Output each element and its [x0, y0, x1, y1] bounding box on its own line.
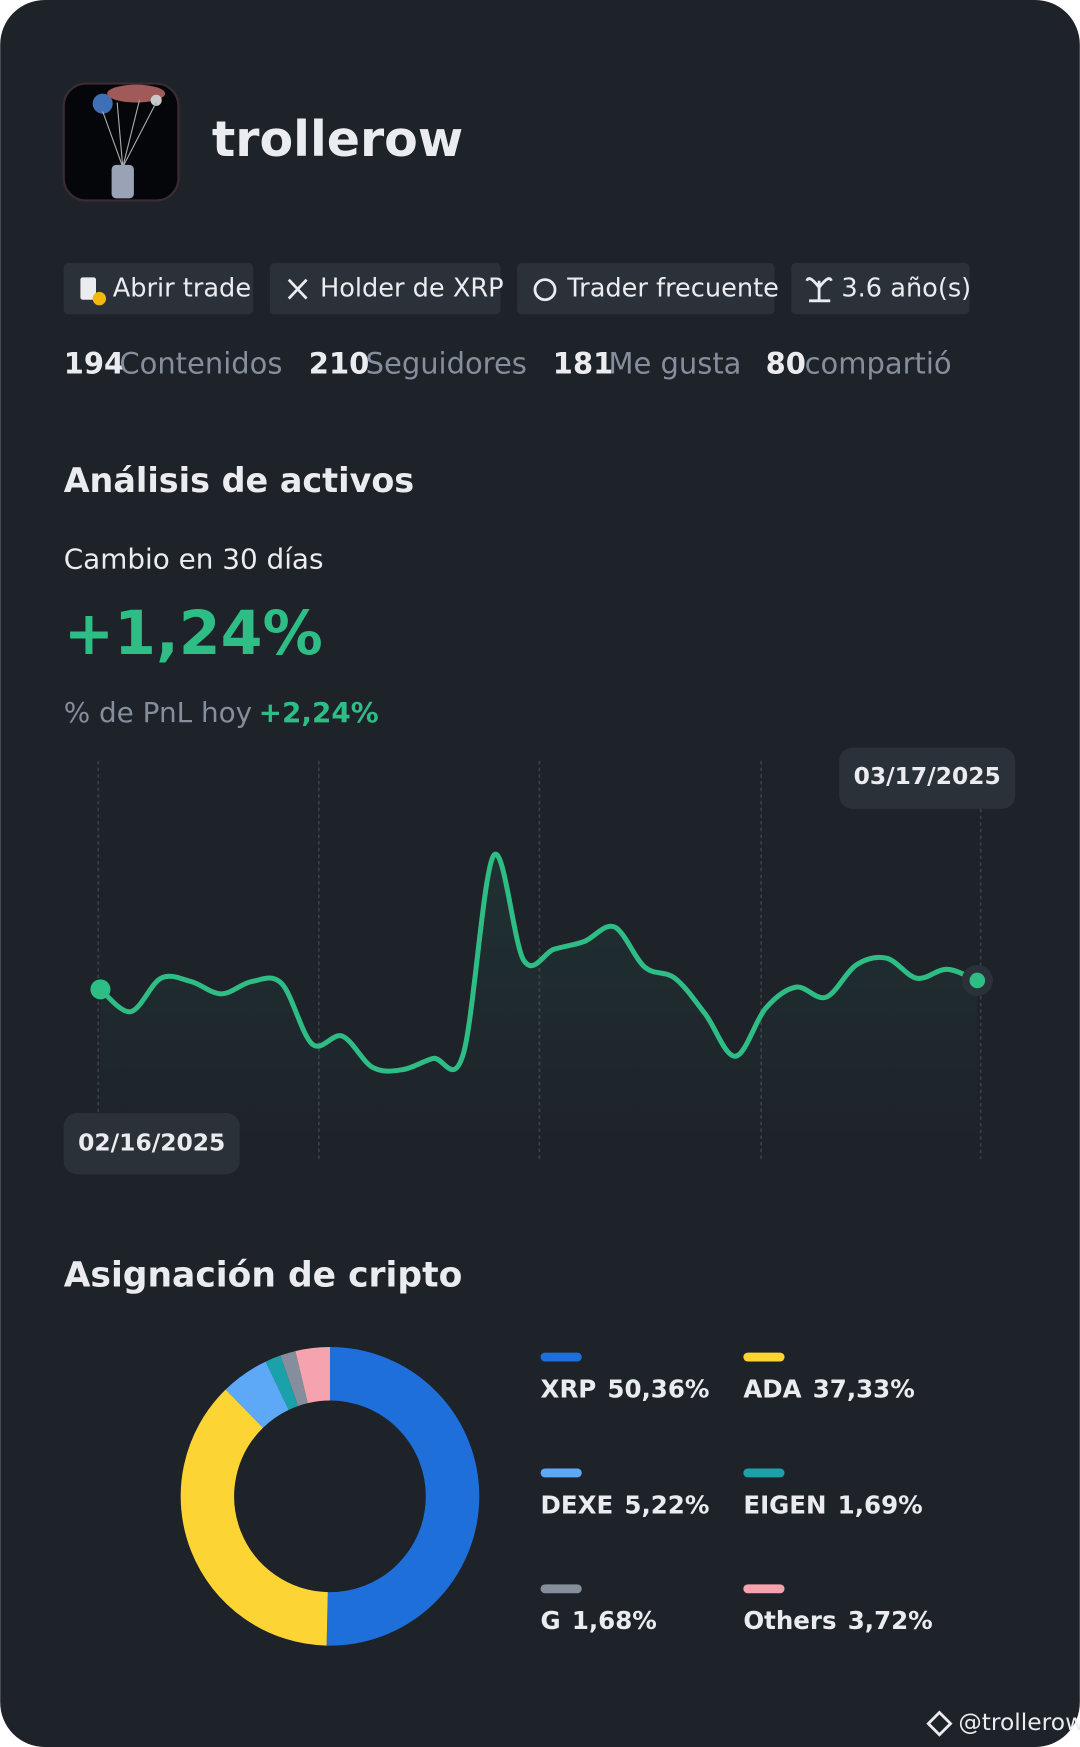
- legend-value: 3,72%: [848, 1606, 933, 1635]
- stat-label: Seguidores: [366, 346, 527, 380]
- badge-icon: [80, 277, 97, 300]
- stat-value: 194: [64, 346, 124, 380]
- donut-segment: [280, 1351, 309, 1407]
- legend-name: DEXE: [541, 1490, 614, 1519]
- pnl-label: % de PnL hoy: [64, 696, 252, 729]
- badge-label: Abrir trade: [113, 274, 251, 304]
- line-series: [98, 851, 979, 1074]
- legend-swatch: [540, 1352, 582, 1362]
- legend-value: 5,22%: [624, 1490, 709, 1519]
- badge-icon: [92, 291, 107, 306]
- badge-box: [269, 262, 501, 315]
- section-title: Asignación de cripto: [64, 1255, 463, 1295]
- legend-value: 1,68%: [572, 1606, 657, 1635]
- legend-value: 37,33%: [813, 1374, 915, 1403]
- badges: Abrir trade Holder de XRP Trader frecuen…: [63, 262, 971, 315]
- change-value: +1,24%: [64, 599, 323, 669]
- start-date-label: 02/16/2025: [78, 1129, 225, 1157]
- legend-name: Others: [743, 1606, 836, 1635]
- username: trollerow: [212, 110, 463, 168]
- legend: XRP 50,36% ADA 37,33% DEXE 5,22% EIGEN 1,69% G 1,…: [540, 1352, 933, 1635]
- legend-name: ADA: [743, 1374, 801, 1403]
- stat-value: 210: [309, 346, 369, 380]
- badge-icon: [533, 278, 557, 302]
- end-date-label: 03/17/2025: [854, 762, 1001, 790]
- watermark: @trollerow: [926, 1708, 1080, 1737]
- badge-label: Holder de XRP: [320, 274, 504, 304]
- legend-value: 1,69%: [838, 1490, 923, 1519]
- legend-name: EIGEN: [743, 1490, 826, 1519]
- start-point: [90, 979, 111, 1000]
- tooltip-box: [63, 1113, 240, 1175]
- legend-swatch: [743, 1584, 785, 1594]
- legend-swatch: [743, 1352, 785, 1362]
- badge-box: [791, 262, 970, 315]
- legend-swatch: [540, 1468, 582, 1478]
- badge-icon: [805, 277, 833, 303]
- badge-label: 3.6 año(s): [841, 274, 971, 304]
- legend-value: 50,36%: [607, 1374, 709, 1403]
- badge-box: [517, 262, 775, 315]
- stat-label: compartió: [805, 346, 952, 380]
- legend-name: XRP: [541, 1374, 597, 1403]
- change-label: Cambio en 30 días: [64, 542, 324, 575]
- badge-icon: [287, 278, 308, 300]
- badge-label: Trader frecuente: [566, 274, 779, 304]
- section-title: Análisis de activos: [64, 461, 415, 500]
- stats: 194 Contenidos 210 Seguidores 181 Me gus…: [64, 346, 952, 380]
- avatar: [62, 82, 180, 202]
- line-area: [100, 854, 978, 1159]
- stat-value: 181: [553, 346, 613, 380]
- tooltip-box: [839, 747, 1016, 809]
- donut-segment: [265, 1355, 299, 1410]
- legend-swatch: [540, 1584, 582, 1594]
- badge-box: [63, 262, 254, 315]
- donut-segment: [225, 1361, 290, 1429]
- pnl-value: +2,24%: [259, 696, 379, 729]
- donut-segment: [295, 1347, 331, 1404]
- stat-label: Me gusta: [609, 346, 742, 380]
- end-point-dot: [969, 972, 986, 989]
- donut-segment: [326, 1347, 480, 1646]
- watermark-text: @trollerow: [958, 1708, 1080, 1736]
- donut-chart: [180, 1347, 480, 1646]
- stat-label: Contenidos: [119, 346, 282, 380]
- line-chart: [90, 851, 993, 1159]
- donut-segment: [180, 1389, 329, 1646]
- legend-swatch: [743, 1468, 785, 1478]
- stat-value: 80: [766, 346, 806, 380]
- legend-name: G: [541, 1606, 561, 1635]
